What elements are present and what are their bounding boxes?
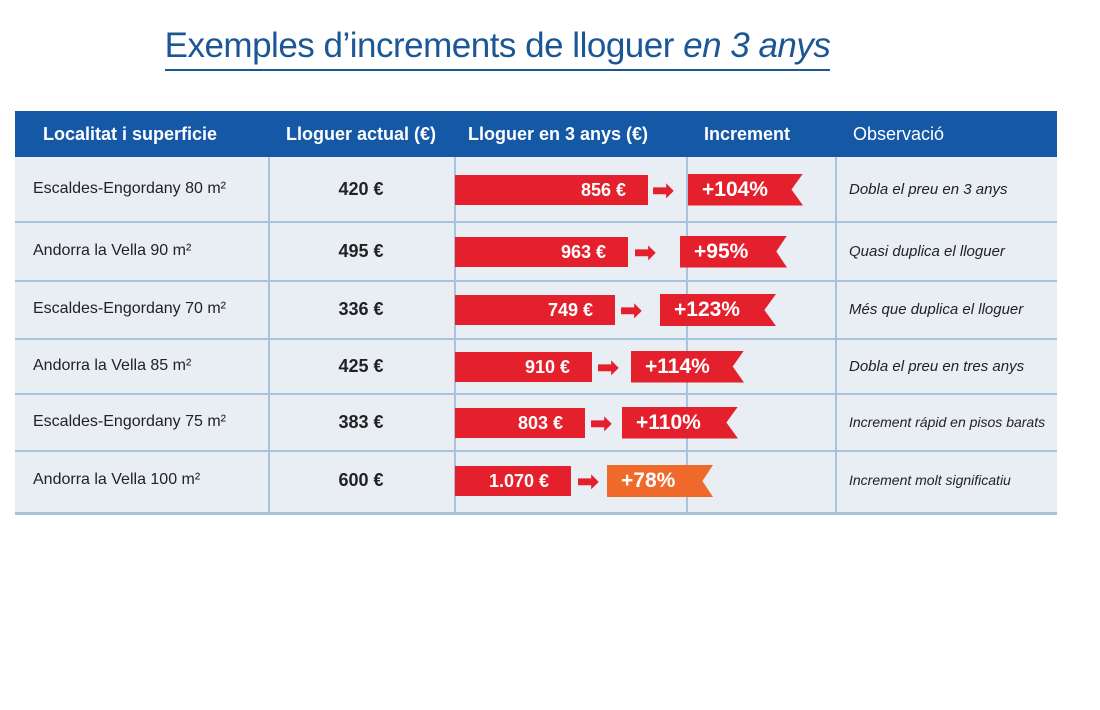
arrow-right-icon: ➡ bbox=[590, 407, 612, 438]
row-divider bbox=[15, 393, 1057, 395]
table-row: Andorra la Vella 90 m² 495 € 963 € ➡ +95% Qua… bbox=[15, 222, 1057, 281]
arrow-right-icon: ➡ bbox=[620, 295, 642, 325]
arrow-right-icon: ➡ bbox=[577, 466, 599, 496]
table-row: Escaldes-Engordany 80 m² 420 € 856 € ➡ +104%… bbox=[15, 157, 1057, 222]
row-divider bbox=[15, 338, 1057, 340]
current-rent-cell: 495 € bbox=[338, 240, 384, 261]
row-divider bbox=[15, 450, 1057, 452]
increment-badge: +95% bbox=[680, 235, 787, 268]
observation-cell: Dobla el preu en 3 anys bbox=[849, 180, 1008, 198]
location-cell: Andorra la Vella 85 m² bbox=[33, 356, 192, 374]
current-rent-cell: 420 € bbox=[338, 178, 384, 199]
future-rent-bar: 749 € bbox=[455, 295, 615, 325]
title-main: Exemples d’increments de lloguer bbox=[164, 26, 675, 65]
table-row: Escaldes-Engordany 75 m² 383 € 803 € ➡ +110%… bbox=[15, 394, 1057, 451]
current-rent-cell: 600 € bbox=[338, 470, 384, 490]
observation-cell: Més que duplica el lloguer bbox=[849, 301, 1024, 318]
rent-increase-table: Localitat i superficie Lloguer actual (€… bbox=[15, 111, 1057, 515]
future-rent-bar: 803 € bbox=[455, 407, 585, 438]
arrow-right-icon: ➡ bbox=[652, 174, 674, 205]
observation-cell: Increment molt significatiu bbox=[849, 472, 1011, 488]
future-rent-bar: 1.070 € bbox=[455, 466, 571, 496]
observation-cell: Increment rápid en pisos barats bbox=[849, 413, 1046, 430]
column-divider bbox=[268, 157, 270, 512]
increment-badge: +110% bbox=[622, 406, 738, 439]
location-cell: Escaldes-Engordany 70 m² bbox=[33, 300, 226, 317]
column-divider bbox=[835, 157, 837, 512]
future-rent-bar: 910 € bbox=[455, 351, 592, 382]
location-cell: Escaldes-Engordany 80 m² bbox=[33, 179, 226, 197]
current-rent-cell: 383 € bbox=[338, 411, 384, 432]
header-current-rent: Lloguer actual (€) bbox=[286, 124, 437, 144]
increment-badge: +78% bbox=[607, 465, 713, 497]
column-divider bbox=[686, 157, 688, 512]
location-cell: Andorra la Vella 90 m² bbox=[33, 241, 192, 259]
arrow-right-icon: ➡ bbox=[597, 351, 619, 382]
table-header: Localitat i superficie Lloguer actual (€… bbox=[15, 111, 1057, 157]
location-cell: Escaldes-Engordany 75 m² bbox=[33, 412, 226, 430]
column-divider bbox=[454, 157, 456, 512]
increment-badge: +114% bbox=[631, 350, 744, 383]
table-row: Andorra la Vella 85 m² 425 € 910 € ➡ +114% Do… bbox=[15, 339, 1057, 394]
row-divider bbox=[15, 280, 1057, 282]
future-rent-bar: 856 € bbox=[455, 174, 648, 205]
location-cell: Andorra la Vella 100 m² bbox=[33, 471, 201, 488]
title-italic: en 3 anys bbox=[683, 26, 831, 65]
table-row: Andorra la Vella 100 m² 600 € 1.070 € ➡ +78%… bbox=[15, 451, 1057, 511]
current-rent-cell: 336 € bbox=[338, 299, 384, 319]
current-rent-cell: 425 € bbox=[338, 355, 384, 376]
page-title: Exemples d’increments de lloguer en 3 an… bbox=[0, 26, 995, 71]
header-observation: Observació bbox=[853, 124, 945, 144]
arrow-right-icon: ➡ bbox=[634, 236, 656, 267]
observation-cell: Dobla el preu en tres anys bbox=[849, 357, 1025, 375]
future-rent-bar: 963 € bbox=[455, 236, 628, 267]
increment-badge: +123% bbox=[660, 294, 776, 326]
header-location: Localitat i superficie bbox=[43, 124, 218, 144]
observation-cell: Quasi duplica el lloguer bbox=[849, 242, 1005, 260]
header-increment: Increment bbox=[704, 124, 791, 144]
header-future-rent: Lloguer en 3 anys (€) bbox=[468, 124, 649, 144]
table-row: Escaldes-Engordany 70 m² 336 € 749 € ➡ +123%… bbox=[15, 281, 1057, 339]
row-divider bbox=[15, 221, 1057, 223]
increment-badge: +104% bbox=[688, 173, 803, 206]
